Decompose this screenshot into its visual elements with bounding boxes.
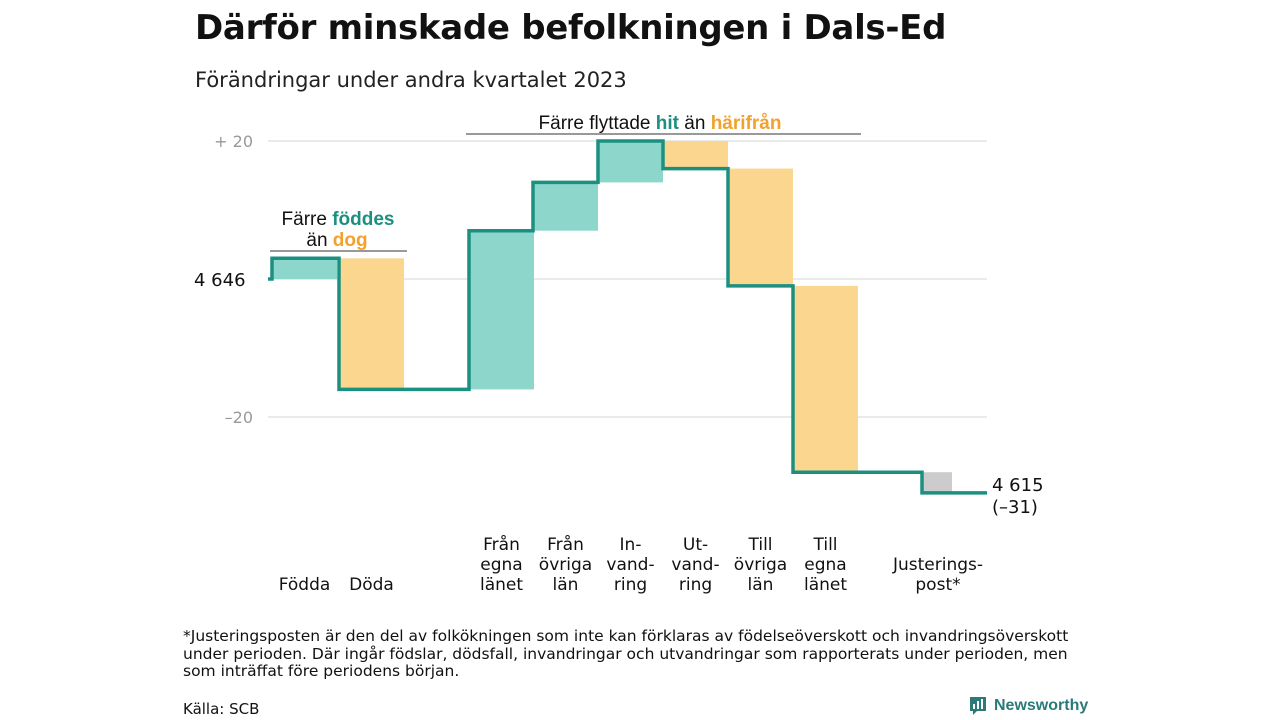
bar-1 [272,258,337,279]
category-label: Från övriga län [539,534,592,595]
annotation-births-deaths-line1: Färre föddes [282,209,395,230]
category-label: Döda [349,575,394,595]
annotation-migration: Färre flyttade hit än härifrån [539,113,782,134]
footnote: *Justeringsposten är den del av folkökni… [183,627,1069,680]
brand-logo[interactable]: Newsworthy [969,696,1088,716]
category-label: Från egna länet [480,534,523,595]
chart-title: Därför minskade befolkningen i Dals-Ed [195,8,947,48]
bar-6 [663,141,728,169]
category-label: Justerings-post* [892,555,983,595]
end-value-label: 4 615 [992,475,1044,496]
y-tick-label: + 20 [214,132,253,151]
bar-2 [339,258,404,390]
category-label: In-vand-ring [606,535,654,595]
annotation-births-deaths-line2: än dog [306,230,367,251]
start-value-label: 4 646 [194,270,246,291]
cumulative-step-line [268,139,987,495]
bar-4 [533,182,598,231]
category-label: Till övriga län [734,535,787,595]
end-change-label: (–31) [992,497,1038,518]
bar-3 [469,230,534,390]
y-tick-label: –20 [225,408,253,427]
brand-name: Newsworthy [994,697,1089,714]
category-label: Till egna länet [804,535,847,595]
bar-5 [598,141,663,183]
source-note: Källa: SCB [183,700,260,718]
newsworthy-icon [970,697,986,715]
category-label: Ut-vand-ring [671,535,719,595]
waterfall-chart: + 20 –20 Födda Döda Från egna länet Från övriga l… [194,113,1044,595]
category-label: Födda [279,575,331,595]
chart-subtitle: Förändringar under andra kvartalet 2023 [195,68,627,92]
bar-9 [922,472,952,493]
bar-7 [728,168,793,286]
bar-8 [793,285,858,473]
